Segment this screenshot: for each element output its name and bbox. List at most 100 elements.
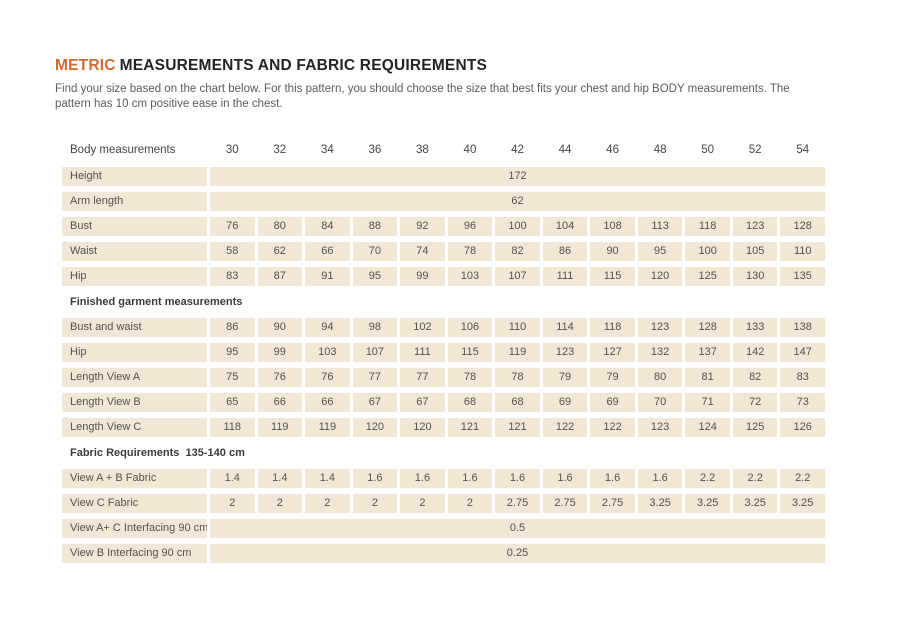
cell-value: 70 — [637, 393, 683, 413]
cell-value: 1.4 — [305, 469, 350, 489]
cell-value: 81 — [685, 368, 730, 388]
table-row: View B Interfacing 90 cm 0.25 — [62, 544, 825, 564]
cell-value: 79 — [542, 368, 588, 388]
cell-value: 2 — [400, 494, 445, 514]
size-column-header: 50 — [701, 144, 715, 157]
row-label: Length View B — [62, 393, 207, 413]
row-label: Length View C — [62, 418, 207, 438]
size-column-header: 30 — [225, 144, 239, 157]
cell-value: 1.6 — [447, 469, 493, 489]
cell-value: 115 — [590, 267, 635, 287]
page-title-rest: MEASUREMENTS AND FABRIC REQUIREMENTS — [119, 57, 488, 74]
cell-value: 62 — [257, 242, 303, 262]
cell-value: 103 — [305, 343, 350, 363]
size-column-header: 34 — [320, 144, 334, 157]
cell-value: 108 — [590, 217, 635, 237]
row-label: Length View A — [62, 368, 207, 388]
cell-value: 115 — [447, 343, 493, 363]
cell-value: 107 — [495, 267, 540, 287]
cell-value: 99 — [400, 267, 445, 287]
row-span-value: 62 — [210, 192, 825, 212]
cell-value: 2.2 — [732, 469, 778, 489]
cell-value: 1.6 — [542, 469, 588, 489]
table-row: Bust and waist 86 90 94 98 102 106 110 114 118 123… — [62, 318, 825, 338]
cell-value: 94 — [305, 318, 350, 338]
cell-value: 91 — [305, 267, 350, 287]
cell-value: 132 — [637, 343, 683, 363]
cell-value: 120 — [352, 418, 398, 438]
cell-value: 70 — [352, 242, 398, 262]
cell-value: 95 — [210, 343, 255, 363]
cell-value: 2.2 — [780, 469, 825, 489]
cell-value: 77 — [352, 368, 398, 388]
cell-value: 78 — [495, 368, 540, 388]
cell-value: 77 — [400, 368, 445, 388]
cell-value: 80 — [637, 368, 683, 388]
cell-value: 72 — [732, 393, 778, 413]
cell-value: 95 — [637, 242, 683, 262]
cell-value: 69 — [542, 393, 588, 413]
cell-value: 138 — [780, 318, 825, 338]
size-column-header: 36 — [368, 144, 382, 157]
cell-value: 96 — [447, 217, 493, 237]
cell-value: 123 — [732, 217, 778, 237]
cell-value: 106 — [447, 318, 493, 338]
cell-value: 105 — [732, 242, 778, 262]
cell-value: 68 — [495, 393, 540, 413]
row-label: Bust — [62, 217, 207, 237]
row-label: View C Fabric — [62, 494, 207, 514]
section-header-label: Fabric Requirements 135-140 cm — [70, 447, 245, 460]
cell-value: 118 — [685, 217, 730, 237]
size-column-header: 54 — [796, 144, 810, 157]
cell-value: 69 — [590, 393, 635, 413]
table-row: View A + B Fabric 1.4 1.4 1.4 1.6 1.6 1.6 1.6 1.… — [62, 469, 825, 489]
cell-value: 83 — [780, 368, 825, 388]
cell-value: 137 — [685, 343, 730, 363]
cell-value: 122 — [590, 418, 635, 438]
table-row: Hip 83 87 91 95 99 103 107 111 115 120 125 130 135 — [62, 267, 825, 287]
size-column-header: 32 — [273, 144, 287, 157]
cell-value: 113 — [637, 217, 683, 237]
cell-value: 120 — [637, 267, 683, 287]
cell-value: 111 — [542, 267, 588, 287]
cell-value: 114 — [542, 318, 588, 338]
cell-value: 65 — [210, 393, 255, 413]
cell-value: 79 — [590, 368, 635, 388]
size-column-header: 48 — [653, 144, 667, 157]
cell-value: 76 — [257, 368, 303, 388]
cell-value: 88 — [352, 217, 398, 237]
cell-value: 125 — [685, 267, 730, 287]
table-row: Bust 76 80 84 88 92 96 100 104 108 113 118 123 128 — [62, 217, 825, 237]
cell-value: 67 — [352, 393, 398, 413]
cell-value: 68 — [447, 393, 493, 413]
cell-value: 119 — [257, 418, 303, 438]
cell-value: 82 — [495, 242, 540, 262]
table-row: Length View A 75 76 76 77 77 78 78 79 79 80 81 82 83 — [62, 368, 825, 388]
cell-value: 2 — [210, 494, 255, 514]
measurements-table: Body measurements 30 32 34 36 38 40 42 44 46 48 50 5… — [62, 143, 825, 564]
section-header-label: Finished garment measurements — [70, 296, 243, 309]
cell-value: 98 — [352, 318, 398, 338]
row-label: Arm length — [62, 192, 207, 212]
cell-value: 71 — [685, 393, 730, 413]
section-header-row: Finished garment measurements — [62, 295, 825, 309]
cell-value: 107 — [352, 343, 398, 363]
cell-value: 127 — [590, 343, 635, 363]
table-header-label: Body measurements — [70, 144, 176, 157]
cell-value: 110 — [780, 242, 825, 262]
cell-value: 147 — [780, 343, 825, 363]
cell-value: 58 — [210, 242, 255, 262]
table-row: Waist 58 62 66 70 74 78 82 86 90 95 100 105 110 — [62, 242, 825, 262]
cell-value: 128 — [685, 318, 730, 338]
cell-value: 99 — [257, 343, 303, 363]
cell-value: 95 — [352, 267, 398, 287]
cell-value: 90 — [590, 242, 635, 262]
table-header-row: Body measurements 30 32 34 36 38 40 42 44 46 48 50 5… — [62, 143, 825, 157]
cell-value: 3.25 — [780, 494, 825, 514]
cell-value: 119 — [495, 343, 540, 363]
row-span-value: 0.5 — [210, 519, 825, 539]
cell-value: 78 — [447, 242, 493, 262]
cell-value: 2.75 — [495, 494, 540, 514]
cell-value: 118 — [590, 318, 635, 338]
